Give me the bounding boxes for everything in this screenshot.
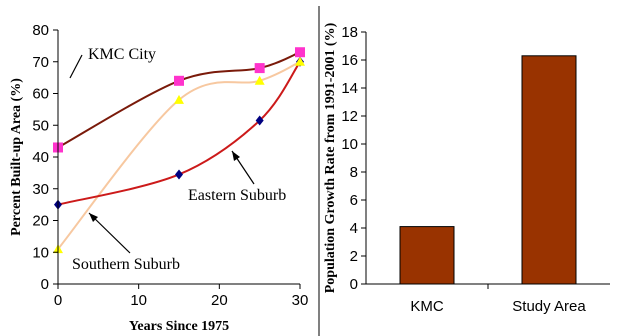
data-point-eastern-suburb (175, 169, 183, 180)
annotation-kmc-city: KMC City (88, 46, 156, 63)
annotation-southern-suburb-arrowhead (89, 213, 98, 222)
series-line-southern-suburb (57, 60, 301, 250)
annotation-southern-suburb-pointer (88, 212, 131, 254)
x-tick-label: 0 (54, 292, 62, 309)
x-tick-label: 30 (292, 292, 309, 309)
y-tick-label: 12 (341, 108, 358, 125)
y-tick-label: 40 (32, 149, 49, 166)
line-chart: 0 10 20 30 40 50 60 70 80 0 10 20 30 Percent Built-u… (9, 22, 308, 334)
y-tick-label: 2 (350, 248, 358, 265)
y-tick-label: 16 (341, 52, 358, 69)
data-point-southern-suburb (254, 75, 265, 85)
y-tick-label: 20 (32, 213, 49, 230)
x-tick-label: 10 (130, 292, 147, 309)
y-tick-label: 14 (341, 80, 358, 97)
y-tick-label: 50 (32, 117, 49, 134)
annotation-eastern-suburb: Eastern Suburb (188, 187, 286, 204)
bar-chart-y-axis-title: Population Growth Rate from 1991-2001 (%… (323, 22, 338, 293)
data-point-southern-suburb (174, 94, 184, 104)
x-tick-label-kmc: KMC (410, 298, 444, 315)
bar-study-area (521, 55, 577, 285)
y-tick-label: 70 (32, 54, 49, 71)
bar-kmc (399, 226, 455, 285)
data-point-eastern-suburb (255, 115, 264, 126)
line-chart-series (57, 51, 301, 250)
y-tick-label: 0 (350, 276, 358, 293)
bar-chart: 0 2 4 6 8 10 12 14 16 18 KMC Study Area Population … (323, 22, 610, 315)
data-point-kmc-city (174, 75, 184, 86)
annotation-kmc-city-pointer (69, 54, 83, 79)
x-tick-label-study-area: Study Area (512, 298, 586, 315)
bar-chart-bars (399, 55, 577, 285)
data-point-kmc-city (254, 63, 265, 74)
bar-chart-ticks: 0 2 4 6 8 10 12 14 16 18 KMC Study Area (341, 24, 586, 315)
y-tick-label: 18 (341, 24, 358, 41)
y-tick-label: 0 (41, 276, 49, 293)
y-tick-label: 6 (350, 192, 358, 209)
y-tick-label: 10 (32, 244, 49, 261)
series-line-eastern-suburb (57, 61, 301, 206)
y-tick-label: 60 (32, 86, 49, 103)
y-tick-label: 30 (32, 181, 49, 198)
y-tick-label: 10 (341, 136, 358, 153)
y-tick-label: 4 (350, 220, 358, 237)
annotation-southern-suburb: Southern Suburb (72, 256, 180, 273)
y-tick-label: 8 (350, 164, 358, 181)
data-point-southern-suburb (295, 56, 305, 66)
line-chart-x-axis-title: Years Since 1975 (129, 319, 229, 334)
x-tick-label: 20 (211, 292, 228, 309)
series-line-kmc-city (57, 51, 301, 149)
line-chart-ticks: 0 10 20 30 40 50 60 70 80 0 10 20 30 (32, 22, 308, 309)
y-tick-label: 80 (32, 22, 49, 39)
line-chart-y-axis-title: Percent Built-up Area (%) (9, 78, 24, 236)
data-point-kmc-city (295, 47, 305, 58)
annotation-eastern-suburb-arrowhead (232, 151, 240, 161)
